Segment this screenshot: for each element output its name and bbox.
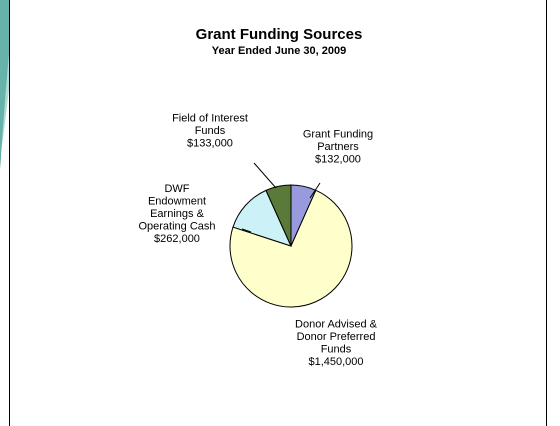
- leader-line-3: [253, 162, 277, 189]
- leader-line-2: [241, 228, 252, 233]
- leader-line-0: [309, 182, 321, 199]
- pie-slice-3: [265, 184, 292, 247]
- slice-label-0: Grant Funding Partners $132,000: [303, 129, 373, 166]
- slice-label-3: Field of Interest Funds $133,000: [172, 113, 248, 150]
- slice-label-2: DWF Endowment Earnings & Operating Cash $262…: [138, 183, 215, 245]
- pie-slice-1: [229, 189, 353, 308]
- chart-title: Grant Funding Sources: [195, 26, 363, 43]
- chart-subtitle: Year Ended June 30, 2009: [211, 45, 347, 57]
- slice-label-1: Donor Advised & Donor Preferred Funds $1,45…: [295, 318, 378, 368]
- pie-chart: Grant Funding Partners $132,000 Donor Advis…: [138, 113, 378, 368]
- chart-frame: Grant Funding Sources Year Ended June 30…: [9, 0, 547, 426]
